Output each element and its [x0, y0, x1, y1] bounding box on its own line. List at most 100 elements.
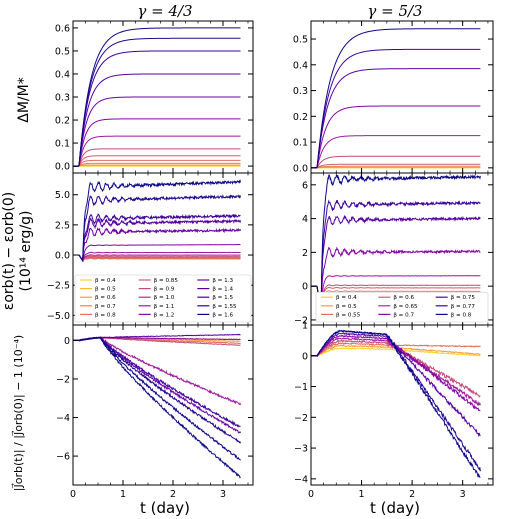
y-tick-label: −2.5: [47, 281, 70, 292]
series-line: [311, 329, 481, 478]
series-line: [311, 284, 481, 315]
y-tick-label: −6: [56, 452, 70, 463]
x-tick-label: 2: [170, 489, 176, 500]
legend-label: β = 0.77: [451, 304, 476, 310]
y-tick-label: 6: [302, 180, 308, 191]
y-tick-label: 1: [302, 321, 308, 332]
y-tick-label: −4: [294, 474, 308, 485]
series-line: [73, 336, 241, 444]
series-line: [73, 73, 241, 167]
series-line: [311, 28, 481, 169]
panel-mass-g43: 0.0 0.1 0.2 0.3 0.4 0.5 0.6: [55, 20, 254, 174]
series-line: [73, 336, 241, 479]
series-line: [311, 285, 481, 315]
y-tick-label: 0: [64, 336, 70, 347]
y-tick-label: 0.3: [293, 86, 308, 97]
legend-label: β = 0.4: [336, 295, 357, 301]
y-tick-label: 0: [302, 282, 308, 293]
series-line: [73, 244, 241, 262]
legend: β = 0.4 β = 0.5 β = 0.6 β = 0.7 β = 0.8 β = 0…: [74, 274, 252, 323]
series-line: [73, 251, 241, 262]
legend-label: β = 0.7: [393, 312, 414, 318]
legend-box: [74, 274, 252, 323]
y-tick-label: −1: [294, 382, 308, 393]
x-tick-label: 3: [460, 489, 466, 500]
series-line: [311, 48, 481, 169]
ylabel-mass: ΔM/M*: [16, 77, 32, 122]
series-line: [311, 199, 481, 313]
series-line: [311, 341, 481, 357]
series-line: [311, 105, 481, 169]
series-line: [311, 275, 481, 313]
legend-label: β = 0.6: [95, 295, 116, 301]
series-line: [73, 162, 241, 167]
ylabel-energy-line1: εorb(t) − εorb(0): [1, 192, 17, 310]
series-line: [73, 118, 241, 167]
x-tick-label: 1: [359, 489, 365, 500]
y-tick-label: 0.4: [55, 69, 70, 80]
y-tick-label: 0.1: [55, 139, 70, 150]
series-line: [311, 214, 481, 313]
y-tick-label: 4: [302, 214, 308, 225]
y-tick-label: −5.0: [47, 311, 70, 322]
legend-label: β = 1.5: [212, 295, 233, 301]
y-tick-label: −2: [294, 413, 308, 424]
series-line: [311, 135, 481, 169]
y-tick-label: −2: [56, 374, 70, 385]
legend-label: β = 0.9: [154, 287, 175, 293]
series-line: [73, 37, 241, 167]
series-line: [73, 254, 241, 262]
axes-frame: [72, 324, 254, 486]
series-line: [73, 254, 241, 262]
legend-label: β = 0.75: [451, 295, 476, 301]
x-tick-label: 0: [308, 489, 314, 500]
series-line: [73, 159, 241, 167]
y-tick-label: 0: [302, 351, 308, 362]
panel-angmom-g43: 0 1 2 3 0 −2 −4 −6: [56, 324, 254, 500]
legend-label: β = 0.85: [154, 278, 179, 284]
column-title-gamma-53: γ = 5/3: [367, 2, 422, 20]
series-group: [311, 329, 481, 478]
legend-label: β = 1.3: [212, 278, 233, 284]
y-tick-label: 0.0: [55, 251, 70, 262]
y-tick-label: −3: [294, 444, 308, 455]
x-tick-label: 0: [70, 489, 76, 500]
series-line: [311, 163, 481, 169]
series-group: [73, 178, 241, 263]
series-line: [73, 213, 241, 263]
x-tick-label: 1: [120, 489, 126, 500]
legend-label: β = 0.7: [95, 304, 116, 310]
series-line: [73, 50, 241, 167]
panel-angmom-g53: 0 1 2 3 1 0 −1 −2 −3 −4: [294, 321, 494, 500]
y-tick-label: 2.5: [55, 220, 70, 231]
legend-label: β = 1.6: [212, 312, 233, 318]
y-tick-label: 0.3: [55, 93, 70, 104]
series-line: [73, 27, 241, 167]
series-line: [311, 166, 481, 169]
legend-label: β = 0.65: [393, 304, 418, 310]
series-line: [311, 174, 481, 313]
x-tick-label: 3: [220, 489, 226, 500]
series-group: [311, 28, 481, 169]
series-line: [73, 155, 241, 167]
legend-label: β = 1.55: [212, 304, 237, 310]
series-line: [73, 227, 241, 263]
y-tick-label: 0.2: [55, 116, 70, 127]
legend-label: β = 1.0: [154, 295, 175, 301]
series-group: [73, 333, 241, 479]
legend-label: β = 1.4: [212, 287, 233, 293]
series-line: [73, 254, 241, 262]
legend-label: β = 1.1: [154, 304, 175, 310]
y-tick-label: 0.5: [55, 46, 70, 57]
series-line: [73, 336, 241, 406]
series-line: [311, 165, 481, 169]
column-title-gamma-43: γ = 4/3: [137, 2, 192, 20]
legend-label: β = 0.6: [393, 295, 414, 301]
series-group: [73, 27, 241, 167]
series-line: [73, 217, 241, 263]
legend-label: β = 0.5: [95, 287, 116, 293]
series-line: [311, 155, 481, 169]
y-tick-label: 0.2: [293, 112, 308, 123]
